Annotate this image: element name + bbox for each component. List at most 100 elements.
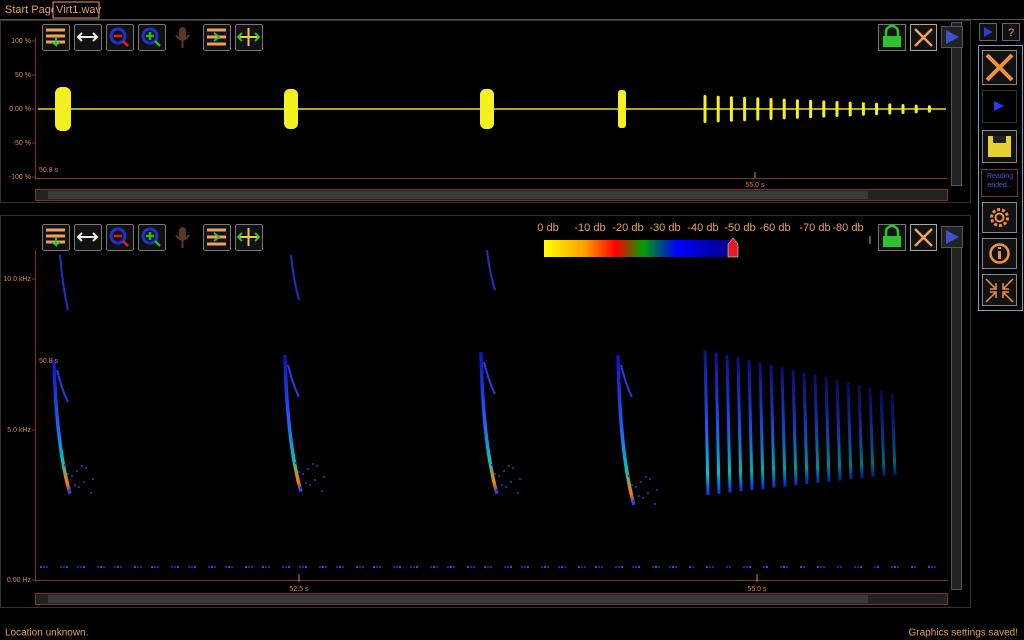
noise-dot [857,566,859,568]
noise-dot [302,566,304,568]
noise-dot [85,467,87,469]
scroll-thumb[interactable] [48,191,868,199]
noise-dot [40,566,42,568]
tab-active[interactable] [52,1,100,19]
help-button[interactable] [1002,23,1020,41]
waveform-burst [480,89,494,129]
color-scale-label: -20 db [612,222,643,234]
noise-dot [295,462,297,464]
noise-dot [911,566,913,568]
waveform-burst [888,103,892,115]
noise-dot [211,566,213,568]
lock-icon [883,36,901,47]
noise-dot [504,566,506,568]
noise-dot [467,566,469,568]
y-axis-label: -50 % [13,140,31,147]
waveform-burst [795,99,799,119]
noise-dot [692,566,694,568]
y-axis-label: 10.0 kHz [3,276,31,283]
noise-dot [77,566,79,568]
noise-dot [743,566,745,568]
noise-dot [658,566,660,568]
noise-dot [64,464,66,466]
v-scrollbar[interactable] [951,247,962,590]
noise-dot [631,484,633,486]
noise-dot [494,473,496,475]
spectrogram-panel [0,215,971,608]
noise-dot [655,566,657,568]
waveform-burst [756,97,760,121]
y-axis-label: -100 % [9,174,31,181]
waveform-burst [875,102,879,116]
noise-dot [154,566,156,568]
v-scrollbar[interactable] [951,22,962,186]
waveform-burst [822,100,826,118]
noise-dot [521,566,523,568]
trill-note [835,379,842,481]
noise-dot [544,566,546,568]
noise-dot [647,492,649,494]
noise-dot [581,566,583,568]
mic-icon [179,227,186,240]
noise-dot [638,566,640,568]
play-icon [984,27,993,37]
noise-dot [299,566,301,568]
noise-dot [635,486,637,488]
noise-dot [376,566,378,568]
split-icon [207,28,226,46]
noise-dot [928,566,930,568]
call-trace [479,351,499,495]
tab[interactable]: Start Page [5,4,57,16]
noise-dot [931,566,933,568]
noise-dot [71,475,73,477]
waveform-burst [729,96,733,122]
noise-dot [214,566,216,568]
noise-dot [484,566,486,568]
gear-icon [994,212,1005,223]
call-fragment [59,254,69,311]
noise-dot [362,566,364,568]
noise-dot [231,566,233,568]
noise-dot [914,566,916,568]
noise-dot [285,566,287,568]
x-axis-label: 52.5 s [289,586,309,593]
noise-dot [649,478,651,480]
noise-dot [60,566,62,568]
settings-button[interactable] [982,202,1017,233]
noise-dot [137,566,139,568]
noise-dot [803,566,805,568]
noise-dot [413,566,415,568]
noise-dot [473,566,475,568]
noise-dot [251,566,253,568]
noise-dot [336,566,338,568]
sidebar-status: Reading ended... [986,173,1014,189]
noise-dot [319,566,321,568]
noise-dot [601,566,603,568]
noise-dot [323,476,325,478]
scroll-thumb[interactable] [48,595,868,603]
close-icon [914,28,933,47]
noise-dot [501,484,503,486]
noise-dot [191,566,193,568]
noise-dot [342,566,344,568]
noise-dot [67,473,69,475]
trill-note [725,354,732,493]
trill-note [736,357,743,492]
info-icon [998,247,1001,249]
noise-dot [507,566,509,568]
y-axis-label: 100 % [11,38,31,45]
trill-note [857,384,864,479]
threshold-handle[interactable] [727,237,739,258]
tab[interactable]: Virt1.wav [56,4,102,16]
split-arrow [213,32,221,42]
mic-icon [179,27,186,40]
noise-dot [248,566,250,568]
noise-dot [228,566,230,568]
noise-dot [524,566,526,568]
noise-dot [558,566,560,568]
noise-dot [316,465,318,467]
noise-dot [43,566,45,568]
noise-dot [114,566,116,568]
trill-note [813,374,820,484]
